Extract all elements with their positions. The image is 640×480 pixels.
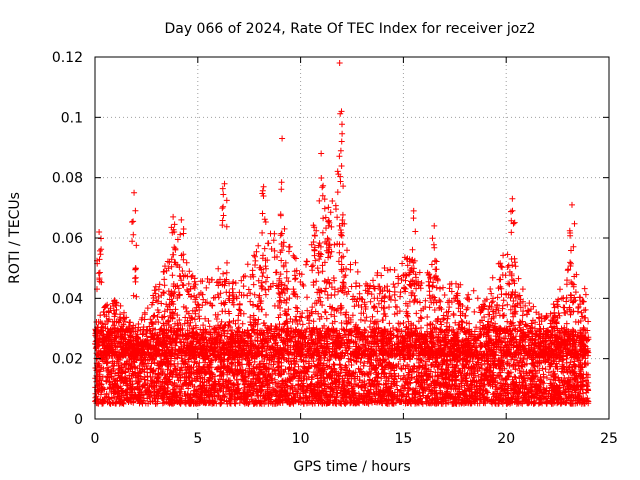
y-tick-label: 0.06: [52, 231, 83, 247]
y-tick-label: 0.1: [61, 110, 83, 126]
y-axis-label: ROTI / TECUs: [7, 192, 23, 284]
peak-point: [131, 189, 138, 196]
x-tick-label: 20: [497, 431, 515, 447]
peak-point: [338, 138, 345, 145]
peak-point: [568, 201, 575, 208]
x-tick-label: 25: [600, 431, 618, 447]
y-tick-label: 0: [74, 412, 83, 428]
peak-point: [509, 195, 516, 202]
y-tick-label: 0.02: [52, 352, 83, 368]
peak-point: [170, 213, 177, 220]
peak-point: [96, 228, 103, 235]
peak-point: [178, 216, 185, 223]
chart-title: Day 066 of 2024, Rate Of TEC Index for r…: [164, 21, 535, 37]
peak-point: [410, 207, 417, 214]
peak-point: [431, 222, 438, 229]
x-tick-label: 10: [292, 431, 310, 447]
peak-point: [318, 150, 325, 157]
y-tick-label: 0.12: [52, 50, 83, 66]
peak-point: [336, 60, 343, 67]
y-tick-label: 0.04: [52, 291, 83, 307]
y-tick-label: 0.08: [52, 171, 83, 187]
axis-ticks: 0 5 10 15 20 25 0 0.02 0.04 0.06 0.08 0.1 0.12: [52, 50, 618, 447]
peak-point: [221, 180, 228, 187]
x-tick-label: 15: [394, 431, 412, 447]
scatter-markers: [92, 108, 592, 407]
x-tick-label: 0: [91, 431, 100, 447]
data-points: [92, 60, 592, 407]
peak-point: [279, 135, 286, 142]
x-axis-label: GPS time / hours: [293, 459, 410, 475]
peak-point: [260, 183, 267, 190]
peak-point: [326, 219, 333, 226]
x-tick-label: 5: [193, 431, 202, 447]
